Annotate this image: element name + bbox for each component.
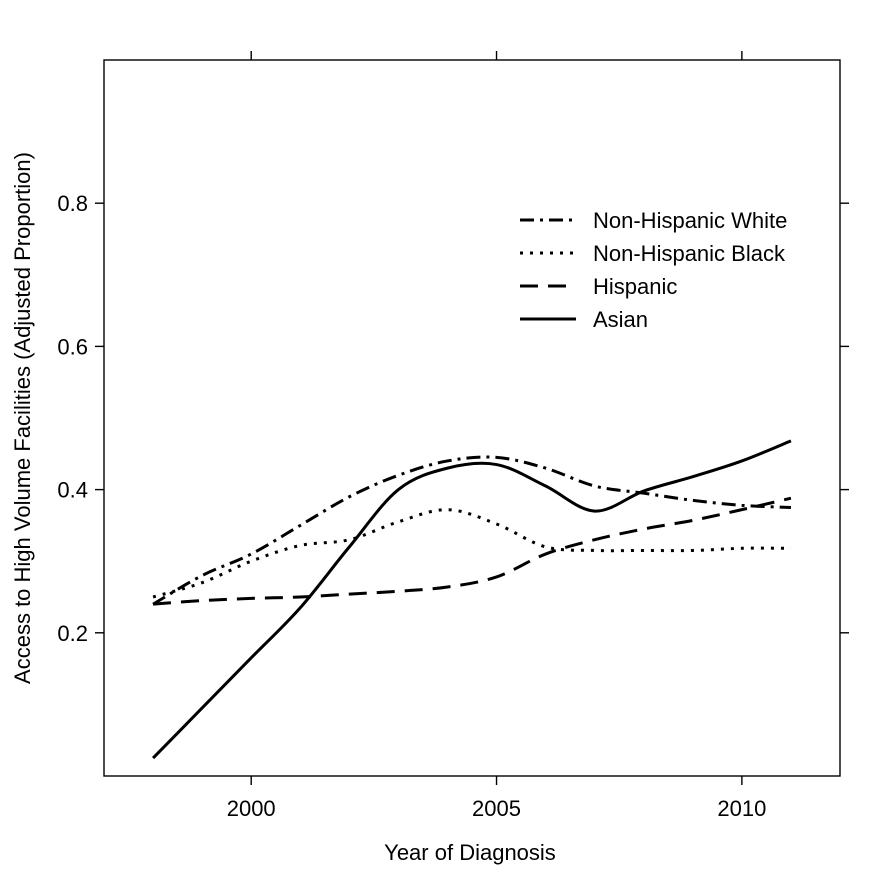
x-tick-label: 2005	[472, 796, 521, 821]
x-tick-label: 2010	[717, 796, 766, 821]
y-tick-label: 0.6	[57, 334, 88, 359]
y-tick-label: 0.2	[57, 621, 88, 646]
legend-label-hispanic: Hispanic	[593, 274, 677, 299]
y-tick-label: 0.8	[57, 191, 88, 216]
legend-label-non-hispanic-white: Non-Hispanic White	[593, 208, 787, 233]
x-axis-title: Year of Diagnosis	[384, 840, 556, 865]
plot-frame	[103, 59, 841, 777]
series-line-hispanic	[152, 496, 792, 606]
series-line-asian	[151, 439, 792, 760]
x-tick-label: 2000	[227, 796, 276, 821]
y-tick-labels: 0.2 0.4 0.6 0.8	[57, 191, 88, 646]
y-tick-label: 0.4	[57, 478, 88, 503]
series-line-non-hispanic-white	[152, 455, 791, 606]
series-lines	[151, 439, 792, 760]
axis-ticks	[95, 51, 849, 785]
legend-label-asian: Asian	[593, 307, 648, 332]
legend: Non-Hispanic White Non-Hispanic Black Hisp…	[520, 208, 787, 332]
x-tick-labels: 2000 2005 2010	[227, 796, 767, 821]
y-axis-title: Access to High Volume Facilities (Adjust…	[10, 152, 35, 684]
legend-label-non-hispanic-black: Non-Hispanic Black	[593, 241, 786, 266]
